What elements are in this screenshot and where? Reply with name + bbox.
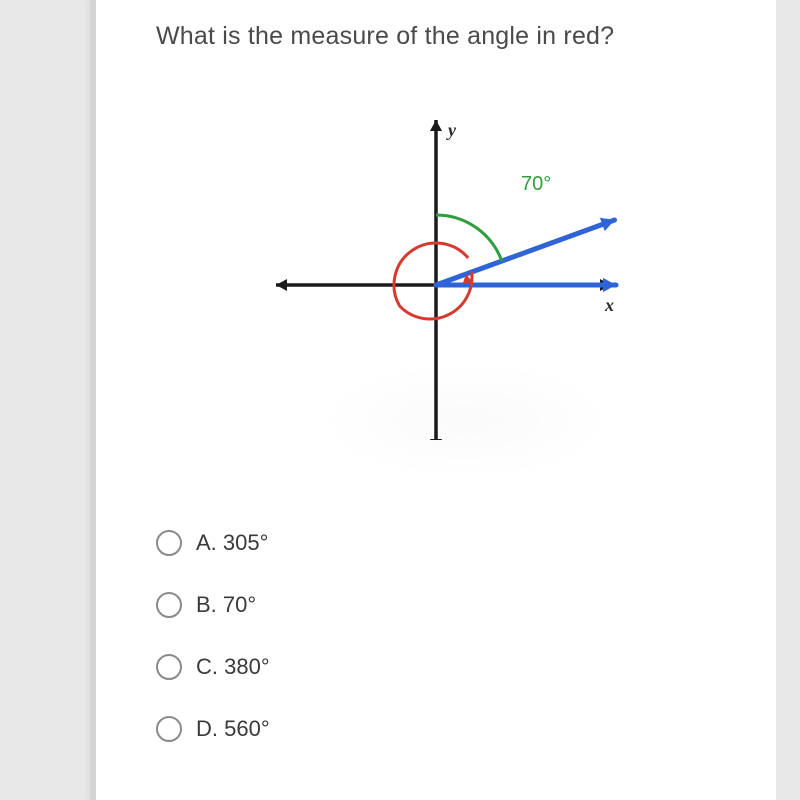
option-label: B. 70° — [196, 592, 256, 618]
option-a[interactable]: A. 305° — [156, 530, 270, 556]
diagram-svg: y x 70° — [246, 60, 626, 440]
answer-options: A. 305° B. 70° C. 380° D. 560° — [156, 530, 270, 778]
option-b[interactable]: B. 70° — [156, 592, 270, 618]
svg-text:x: x — [604, 295, 614, 315]
radio-icon — [156, 530, 182, 556]
svg-text:70°: 70° — [521, 173, 551, 195]
option-c[interactable]: C. 380° — [156, 654, 270, 680]
option-label: A. 305° — [196, 530, 268, 556]
option-d[interactable]: D. 560° — [156, 716, 270, 742]
radio-icon — [156, 654, 182, 680]
angle-diagram: y x 70° — [246, 60, 626, 440]
option-label: C. 380° — [196, 654, 270, 680]
page-surface: What is the measure of the angle in red?… — [90, 0, 776, 800]
svg-text:y: y — [446, 120, 457, 140]
question-text: What is the measure of the angle in red? — [156, 22, 614, 51]
option-label: D. 560° — [196, 716, 270, 742]
radio-icon — [156, 592, 182, 618]
radio-icon — [156, 716, 182, 742]
